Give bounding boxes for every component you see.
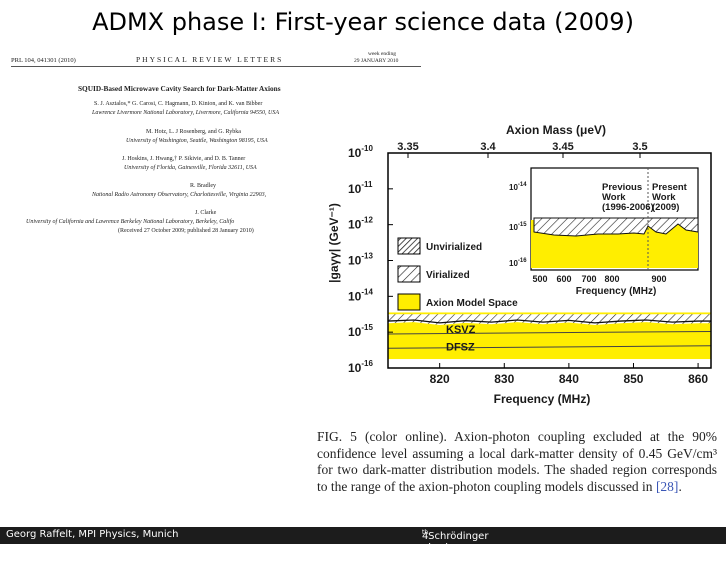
footer-event-post: Schrödinger Lecture, University Vienna, …	[428, 531, 489, 586]
ksvz-label: KSVZ	[446, 324, 476, 336]
dfsz-line	[387, 345, 712, 349]
inset-previous-work-label: Previous Work (1996-2006)	[602, 182, 654, 213]
legend-label: Unvirialized	[426, 242, 482, 253]
y-tick-label: 10-16	[348, 359, 373, 375]
x-tick-label: 860	[688, 372, 708, 386]
affiliation-4: National Radio Astronomy Observatory, Ch…	[92, 192, 267, 198]
footer-author: Georg Raffelt, MPI Physics, Munich	[6, 529, 179, 540]
y-tick-label: 10-15	[348, 323, 373, 339]
affiliation-1: Lawrence Livermore National Laboratory, …	[92, 110, 279, 116]
excluded-region-virialized	[388, 314, 711, 325]
paper-citation: PRL 104, 041301 (2010)	[11, 57, 76, 64]
top-tick-label: 3.4	[480, 141, 496, 153]
affiliation-3: University of Florida, Gainesville, Flor…	[124, 165, 257, 171]
top-tick-label: 3.45	[552, 141, 573, 153]
paper-excerpt: PRL 104, 041301 (2010) PHYSICAL REVIEW L…	[6, 48, 421, 248]
authors-4: R. Bradley	[190, 183, 216, 189]
journal-name: PHYSICAL REVIEW LETTERS	[136, 55, 284, 64]
caption-tail: .	[678, 478, 682, 494]
top-axis-title: Axion Mass (μeV)	[506, 123, 606, 137]
affiliation-5: University of California and Lawrence Be…	[26, 219, 235, 225]
received-line: (Received 27 October 2009; published 28 …	[118, 228, 254, 234]
inset-present-work-label: Present Work (2009)	[652, 182, 688, 213]
inset-x-tick-label: 800	[604, 274, 619, 284]
y-tick-label: 10-14	[348, 287, 373, 303]
legend-swatch	[397, 237, 421, 255]
figure-caption: FIG. 5 (color online). Axion-photon coup…	[317, 429, 717, 495]
legend-swatch	[397, 293, 421, 311]
top-tick-label: 3.5	[632, 141, 647, 153]
authors-2: M. Hotz, L. J Rosenberg, and G. Rybka	[146, 129, 241, 135]
x-tick-label: 850	[623, 372, 643, 386]
x-tick-label: 840	[559, 372, 579, 386]
legend-label: Axion Model Space	[426, 298, 518, 309]
authors-5: J. Clarke	[195, 210, 217, 216]
authors-3: J. Hoskins, J. Hwang,† P. Sikivie, and D…	[122, 156, 246, 162]
x-tick-label: 820	[430, 372, 450, 386]
legend-swatch	[397, 265, 421, 283]
inset-y-tick-label: 10-15	[509, 222, 527, 232]
paper-date-1: week ending	[368, 51, 396, 57]
ksvz-line	[387, 330, 712, 335]
header-rule	[11, 66, 421, 67]
inset-excluded-region	[533, 217, 699, 237]
paper-date-2: 29 JANUARY 2010	[354, 58, 399, 64]
inset-x-tick-label: 600	[556, 274, 571, 284]
y-tick-label: 10-11	[348, 180, 373, 196]
y-tick-label: 10-12	[348, 216, 373, 232]
footer-event-pre: 4	[422, 531, 429, 542]
top-tick-label: 3.35	[397, 141, 418, 153]
x-axis-title: Frequency (MHz)	[494, 392, 591, 406]
affiliation-2: University of Washington, Seattle, Washi…	[126, 138, 268, 144]
slide-title: ADMX phase I: First-year science data (2…	[92, 8, 634, 36]
authors-1: S. J. Asztalos,* G. Carosi, C. Hagmann, …	[94, 101, 263, 107]
footer-event-sup: th	[422, 529, 429, 536]
inset-x-tick-label: 700	[581, 274, 596, 284]
inset-y-tick-label: 10-16	[509, 258, 527, 268]
caption-reference-link[interactable]: [28]	[655, 478, 679, 494]
inset-y-tick-label: 10-14	[509, 182, 527, 192]
inset-x-tick-label: 900	[651, 274, 666, 284]
legend-label: Virialized	[426, 270, 470, 281]
dfsz-label: DFSZ	[446, 341, 475, 353]
exclusion-limit-line	[388, 316, 711, 324]
y-tick-label: 10-10	[348, 144, 373, 160]
y-tick-label: 10-13	[348, 252, 373, 268]
paper-title: SQUID-Based Microwave Cavity Search for …	[78, 84, 281, 93]
y-axis-title: |gaγγ| (GeV⁻¹)	[327, 203, 341, 283]
caption-text: FIG. 5 (color online). Axion-photon coup…	[317, 429, 717, 494]
exclusion-chart: KSVZ DFSZ Axion Mass (μeV) 3.35 3.4 3.45 3.5 82…	[327, 123, 712, 406]
inset-x-tick-label: 500	[532, 274, 547, 284]
x-tick-label: 830	[494, 372, 514, 386]
inset-x-axis-title: Frequency (MHz)	[576, 286, 657, 297]
